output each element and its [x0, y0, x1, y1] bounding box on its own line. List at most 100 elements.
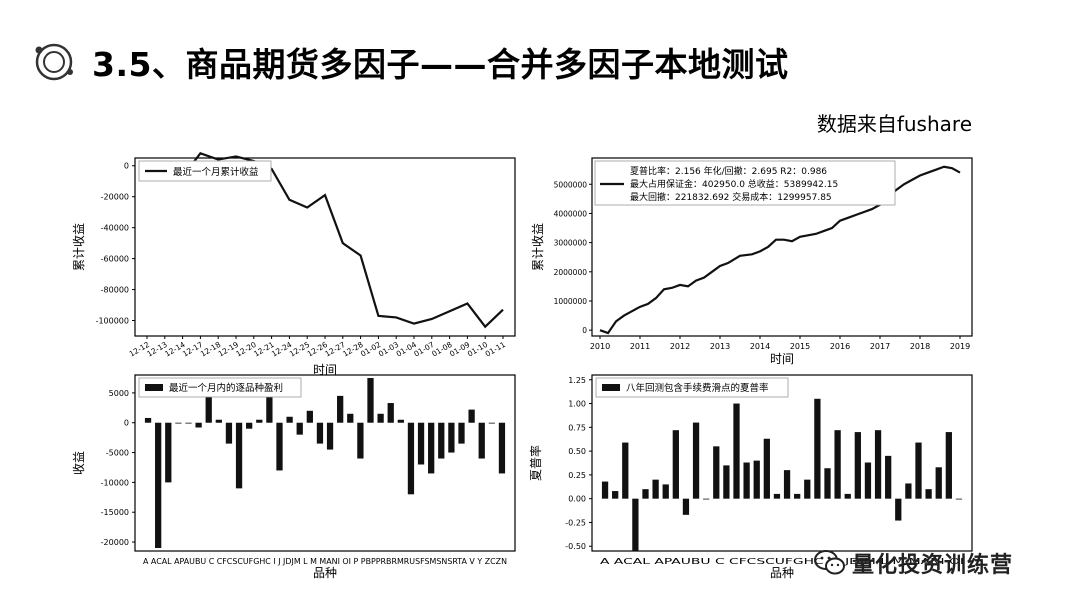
x-tick-labels: A ACAL APAUBU C CFCSCUFGHC I J JDJM L M …	[143, 557, 507, 566]
y-tick-label: 3000000	[554, 239, 588, 248]
profit-bar	[144, 417, 152, 423]
y-tick-label: 0	[124, 162, 129, 171]
slide-title: 3.5、商品期货多因子——合并多因子本地测试	[92, 45, 789, 84]
sharpe-bar	[834, 430, 841, 499]
x-tick-label: 2015	[790, 342, 810, 351]
sharpe-bar	[905, 483, 912, 499]
profit-bar	[417, 422, 425, 465]
backtest-equity-line	[599, 165, 961, 335]
sharpe-bar	[662, 484, 669, 499]
plot-frame	[134, 157, 516, 337]
cumulative-return-line	[146, 152, 504, 329]
sharpe-bar	[844, 493, 851, 499]
profit-bar	[387, 403, 394, 423]
profit-bar	[498, 422, 506, 474]
plot-frame	[591, 374, 973, 552]
stats-line-1: 夏普比率：2.156 年化/回撤：2.695 R2：0.986	[630, 165, 827, 177]
profit-bar	[256, 419, 263, 423]
per-commodity-sharpe-bar-chart: 1.25 1.00 0.75 0.50 0.25 0.00 -0.25 -0.50 夏普率 A A…	[528, 374, 973, 580]
y-tick-label: 0	[124, 419, 129, 428]
profit-bar	[326, 422, 334, 450]
backtest-cumulative-return-chart: 0 1000000 2000000 3000000 4000000 5000000 累计收益…	[531, 157, 973, 366]
sharpe-bar	[885, 455, 892, 499]
profit-bar	[428, 422, 435, 474]
y-tick-label: -20000	[101, 193, 129, 202]
legend-label: 最近一个月累计收益	[173, 166, 259, 178]
sharpe-bar	[925, 489, 932, 499]
y-tick-label: -15000	[101, 508, 129, 517]
profit-bar	[266, 391, 273, 423]
profit-bar	[205, 392, 212, 423]
profit-bar	[458, 422, 465, 444]
y-tick-label: 1.25	[568, 376, 586, 385]
profit-bar	[296, 422, 303, 435]
profit-bar	[407, 422, 415, 495]
y-tick-label: 1000000	[554, 297, 588, 306]
profit-bar	[195, 422, 202, 428]
y-tick-label: 0.50	[568, 447, 586, 456]
profit-bar	[357, 422, 364, 459]
y-tick-label: -10000	[101, 478, 129, 487]
x-tick-label: 01-11	[484, 340, 508, 359]
sharpe-bar	[733, 403, 740, 499]
stats-line-2: 最大占用保证金：402950.0 总收益：5389942.15	[630, 178, 838, 190]
y-tick-label: -80000	[101, 286, 129, 295]
y-tick-label: -0.25	[565, 518, 586, 527]
sharpe-bar	[804, 479, 811, 499]
y-tick-label: 0.25	[568, 471, 586, 480]
recent-month-cumulative-return-chart: 0-20000-40000-60000-80000-100000累计收益12-1…	[72, 152, 516, 377]
profit-bar	[488, 422, 495, 424]
y-tick-label: 5000	[109, 389, 129, 398]
data-source-note: 数据来自fushare	[816, 112, 972, 136]
x-axis-label: 品种	[770, 566, 794, 580]
legend-swatch	[145, 384, 163, 391]
watermark-text: 量化投资训练营	[852, 553, 1014, 578]
per-commodity-profit-bar-chart: 5000 0 -5000 -10000 -15000 -20000 收益 A ACAL APA…	[72, 374, 516, 580]
profit-bar	[367, 377, 374, 423]
y-tick-label: -40000	[101, 224, 129, 233]
y-tick-label: 1.00	[568, 400, 586, 409]
legend-label: 八年回测包含手续费滑点的夏普率	[626, 382, 769, 394]
x-tick-label: 2019	[950, 342, 970, 351]
sharpe-bar	[955, 498, 963, 500]
profit-bar	[185, 422, 192, 424]
sharpe-bar	[622, 442, 629, 499]
profit-bar	[165, 422, 172, 483]
stats-legend-box	[594, 160, 896, 206]
legend-swatch	[602, 384, 620, 391]
y-axis-label: 收益	[72, 451, 86, 475]
sharpe-bar	[814, 398, 821, 499]
profit-bar	[276, 422, 283, 471]
sharpe-bar	[794, 493, 801, 499]
profit-bar	[215, 419, 222, 423]
x-axis-label: 品种	[313, 566, 337, 580]
legend-box	[595, 377, 789, 398]
profit-bar	[235, 422, 243, 489]
x-tick-label: 2018	[910, 342, 930, 351]
sharpe-bar	[783, 470, 791, 499]
sharpe-bar	[692, 422, 700, 499]
x-tick-label: 2012	[670, 342, 690, 351]
legend-box	[138, 160, 272, 182]
y-axis-label: 累计收益	[531, 223, 545, 271]
profit-bar	[448, 422, 455, 453]
legend-box	[138, 377, 302, 398]
profit-bar	[377, 413, 384, 423]
y-tick-label: 5000000	[554, 180, 588, 189]
x-tick-label: 2017	[870, 342, 890, 351]
sharpe-bar	[713, 446, 720, 499]
x-tick-label: 2011	[630, 342, 650, 351]
legend-label: 最近一个月内的逐品种盈利	[169, 382, 283, 394]
y-axis-label: 累计收益	[72, 223, 86, 271]
plot-frame	[134, 374, 516, 552]
x-axis-label: 时间	[313, 363, 337, 377]
sharpe-bar	[864, 462, 872, 499]
wechat-icon	[814, 550, 845, 575]
x-tick-label: 2014	[750, 342, 770, 351]
y-tick-label: -20000	[101, 538, 129, 547]
x-tick-label: 2016	[830, 342, 850, 351]
profit-bar	[438, 422, 445, 459]
x-axis-label: 时间	[770, 352, 794, 366]
profit-bar	[468, 409, 475, 423]
x-tick-label: 2013	[710, 342, 730, 351]
